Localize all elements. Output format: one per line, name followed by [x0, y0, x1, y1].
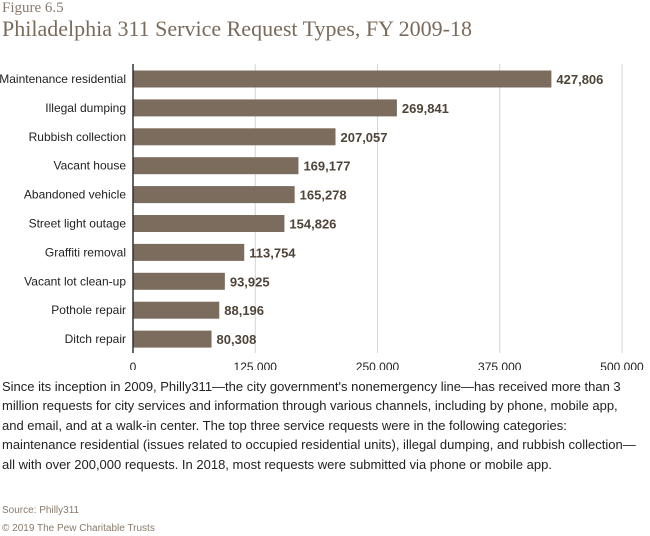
bar [133, 330, 212, 348]
value-label: 80,308 [217, 332, 257, 347]
category-label: Street light outage [29, 217, 127, 231]
category-label: Ditch repair [65, 332, 126, 346]
value-label: 165,278 [300, 188, 347, 203]
value-label: 113,754 [249, 245, 296, 260]
source-note: Source: Philly311 [2, 505, 80, 516]
category-label: Vacant house [54, 159, 127, 173]
copyright-note: © 2019 The Pew Charitable Trusts [2, 523, 155, 534]
value-label: 88,196 [224, 303, 264, 318]
category-label: Graffiti removal [45, 245, 126, 259]
category-label: Abandoned vehicle [24, 188, 126, 202]
x-tick-label: 250,000 [356, 360, 400, 370]
x-tick-label: 0 [130, 360, 137, 370]
x-tick-label: 375,000 [478, 360, 522, 370]
bar [133, 272, 225, 290]
x-tick-label: 500,000 [600, 360, 644, 370]
bar [133, 215, 285, 232]
bar [133, 70, 552, 88]
category-label: Vacant lot clean-up [24, 274, 126, 288]
bar-chart: Maintenance residential 427,806 Illegal du… [0, 64, 644, 370]
bar [133, 186, 295, 204]
category-label: Pothole repair [51, 303, 126, 317]
bar [133, 128, 336, 146]
bar [133, 301, 220, 319]
figure-label: Figure 6.5 [2, 0, 64, 16]
value-label: 207,057 [341, 130, 388, 145]
bar [133, 243, 245, 261]
value-label: 93,925 [230, 274, 270, 289]
value-label: 154,826 [289, 217, 336, 232]
category-label: Maintenance residential [0, 72, 126, 86]
category-label: Illegal dumping [45, 101, 126, 115]
bar [133, 157, 299, 175]
figure-description: Since its inception in 2009, Philly311—t… [2, 379, 636, 472]
chart-title: Philadelphia 311 Service Request Types, … [2, 16, 472, 41]
category-label: Rubbish collection [29, 130, 126, 144]
value-label: 269,841 [402, 101, 449, 116]
value-label: 427,806 [556, 72, 603, 87]
bar [133, 99, 397, 117]
x-tick-label: 125,000 [234, 360, 278, 370]
value-label: 169,177 [303, 159, 350, 174]
